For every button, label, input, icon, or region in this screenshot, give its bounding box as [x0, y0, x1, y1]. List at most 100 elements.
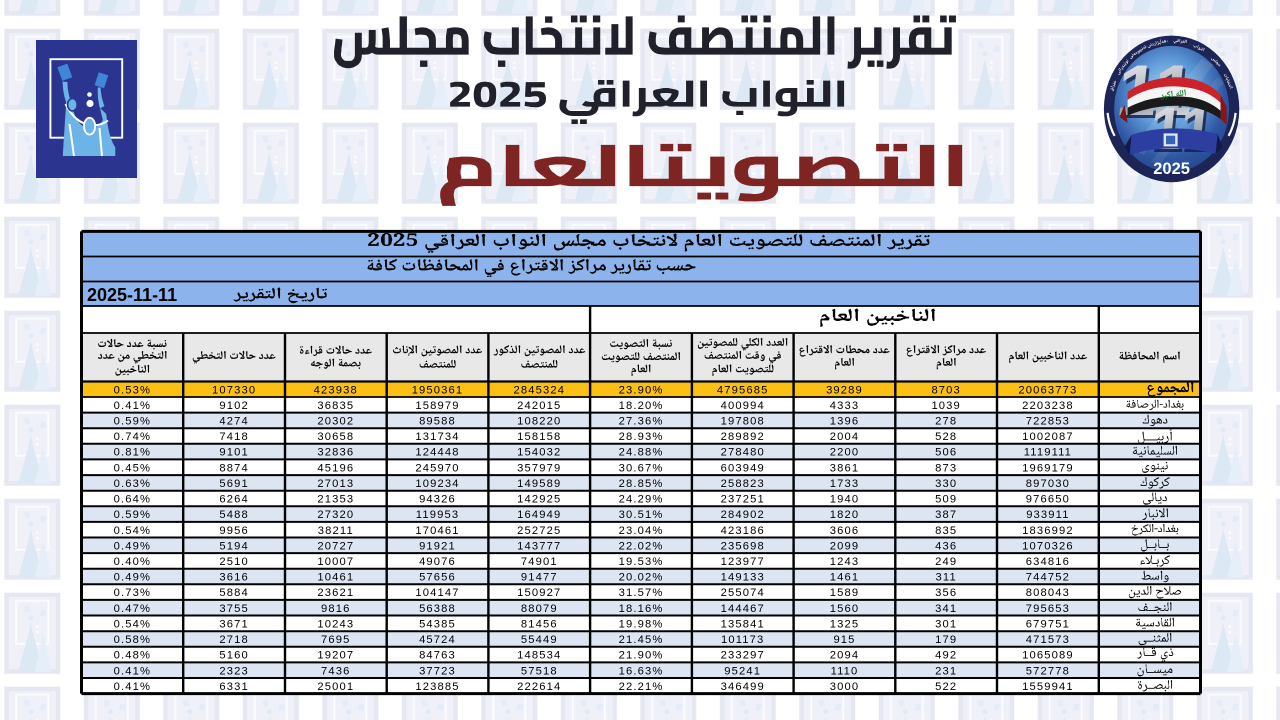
svg-text:27.36%: 27.36%: [619, 416, 664, 428]
svg-text:0.41%: 0.41%: [114, 400, 151, 412]
svg-text:284902: 284902: [721, 509, 765, 521]
svg-text:897030: 897030: [1026, 478, 1070, 490]
svg-text:933911: 933911: [1026, 509, 1069, 521]
svg-text:423186: 423186: [721, 525, 765, 537]
svg-text:20302: 20302: [317, 416, 354, 428]
svg-text:89588: 89588: [419, 416, 456, 428]
svg-text:20727: 20727: [317, 540, 354, 552]
svg-text:2025: 2025: [1153, 160, 1190, 178]
svg-text:91921: 91921: [419, 540, 456, 552]
svg-text:330: 330: [935, 478, 957, 490]
svg-text:2510: 2510: [219, 556, 249, 568]
svg-text:976650: 976650: [1026, 494, 1070, 506]
svg-text:7418: 7418: [219, 431, 249, 443]
svg-text:1836992: 1836992: [1022, 525, 1074, 537]
svg-text:1589: 1589: [830, 587, 860, 599]
svg-text:255074: 255074: [721, 587, 765, 599]
svg-text:131734: 131734: [415, 431, 459, 443]
svg-text:179: 179: [935, 634, 957, 646]
svg-text:23.90%: 23.90%: [619, 384, 664, 396]
svg-text:57656: 57656: [419, 572, 456, 584]
svg-text:0.59%: 0.59%: [114, 509, 151, 521]
svg-text:10243: 10243: [317, 619, 354, 631]
svg-text:1461: 1461: [830, 572, 860, 584]
svg-text:1070326: 1070326: [1022, 540, 1074, 552]
svg-text:8874: 8874: [219, 462, 249, 474]
svg-text:123977: 123977: [721, 556, 765, 568]
svg-text:16.63%: 16.63%: [619, 665, 664, 677]
svg-text:1002087: 1002087: [1022, 431, 1074, 443]
svg-text:915: 915: [833, 634, 855, 646]
svg-text:5194: 5194: [219, 540, 249, 552]
svg-text:634816: 634816: [1026, 556, 1070, 568]
svg-text:1733: 1733: [830, 478, 860, 490]
svg-text:94326: 94326: [419, 494, 456, 506]
svg-text:1820: 1820: [830, 509, 860, 521]
svg-text:0.59%: 0.59%: [114, 416, 151, 428]
svg-text:24.29%: 24.29%: [619, 494, 664, 506]
svg-text:9101: 9101: [219, 447, 249, 459]
svg-text:301: 301: [935, 619, 957, 631]
svg-text:9102: 9102: [219, 400, 249, 412]
svg-text:0.45%: 0.45%: [114, 462, 151, 474]
svg-text:3671: 3671: [219, 619, 249, 631]
svg-text:357979: 357979: [517, 462, 561, 474]
svg-text:54385: 54385: [419, 619, 456, 631]
svg-text:32836: 32836: [317, 447, 354, 459]
svg-text:1119111: 1119111: [1024, 447, 1072, 459]
svg-text:0.74%: 0.74%: [114, 431, 151, 443]
svg-text:252725: 252725: [517, 525, 561, 537]
svg-text:873: 873: [935, 462, 957, 474]
svg-text:3616: 3616: [219, 572, 249, 584]
svg-text:36835: 36835: [317, 400, 354, 412]
svg-text:150927: 150927: [517, 587, 561, 599]
svg-text:124448: 124448: [415, 447, 459, 459]
svg-text:3606: 3606: [830, 525, 860, 537]
svg-text:722853: 722853: [1026, 416, 1070, 428]
svg-text:49076: 49076: [419, 556, 456, 568]
svg-text:45196: 45196: [317, 462, 354, 474]
svg-text:39289: 39289: [826, 384, 863, 396]
svg-text:346499: 346499: [721, 681, 765, 693]
svg-text:0.40%: 0.40%: [114, 556, 151, 568]
svg-text:23.04%: 23.04%: [619, 525, 664, 537]
svg-text:0.54%: 0.54%: [114, 525, 151, 537]
svg-text:2099: 2099: [830, 540, 860, 552]
svg-text:142925: 142925: [517, 494, 561, 506]
svg-text:144467: 144467: [721, 603, 765, 615]
svg-text:135841: 135841: [721, 619, 765, 631]
svg-text:10007: 10007: [317, 556, 354, 568]
svg-text:18.16%: 18.16%: [619, 603, 664, 615]
svg-text:341: 341: [935, 603, 957, 615]
svg-text:0.47%: 0.47%: [114, 603, 151, 615]
svg-text:22.02%: 22.02%: [619, 540, 664, 552]
svg-text:522: 522: [935, 681, 957, 693]
svg-text:0.64%: 0.64%: [114, 494, 151, 506]
svg-text:835: 835: [935, 525, 957, 537]
svg-text:38211: 38211: [318, 525, 354, 537]
svg-text:222614: 222614: [517, 681, 561, 693]
svg-text:679751: 679751: [1026, 619, 1070, 631]
svg-text:2200: 2200: [830, 447, 860, 459]
svg-text:1940: 1940: [830, 494, 860, 506]
svg-text:1950361: 1950361: [412, 384, 464, 396]
svg-text:23621: 23621: [317, 587, 354, 599]
svg-text:4274: 4274: [219, 416, 249, 428]
svg-text:1969179: 1969179: [1022, 462, 1074, 474]
svg-text:21.90%: 21.90%: [619, 650, 664, 662]
svg-text:795653: 795653: [1026, 603, 1070, 615]
svg-text:0.48%: 0.48%: [114, 650, 151, 662]
svg-text:400994: 400994: [721, 400, 765, 412]
svg-text:278480: 278480: [721, 447, 765, 459]
svg-text:4333: 4333: [830, 400, 860, 412]
svg-text:808043: 808043: [1026, 587, 1070, 599]
svg-text:528: 528: [935, 431, 957, 443]
svg-text:30.67%: 30.67%: [619, 462, 664, 474]
svg-text:19.98%: 19.98%: [619, 619, 664, 631]
svg-text:95241: 95241: [724, 665, 761, 677]
svg-text:18.20%: 18.20%: [619, 400, 664, 412]
svg-text:3000: 3000: [830, 681, 860, 693]
svg-text:104147: 104147: [415, 587, 459, 599]
svg-text:148534: 148534: [517, 650, 561, 662]
svg-text:37723: 37723: [419, 665, 456, 677]
